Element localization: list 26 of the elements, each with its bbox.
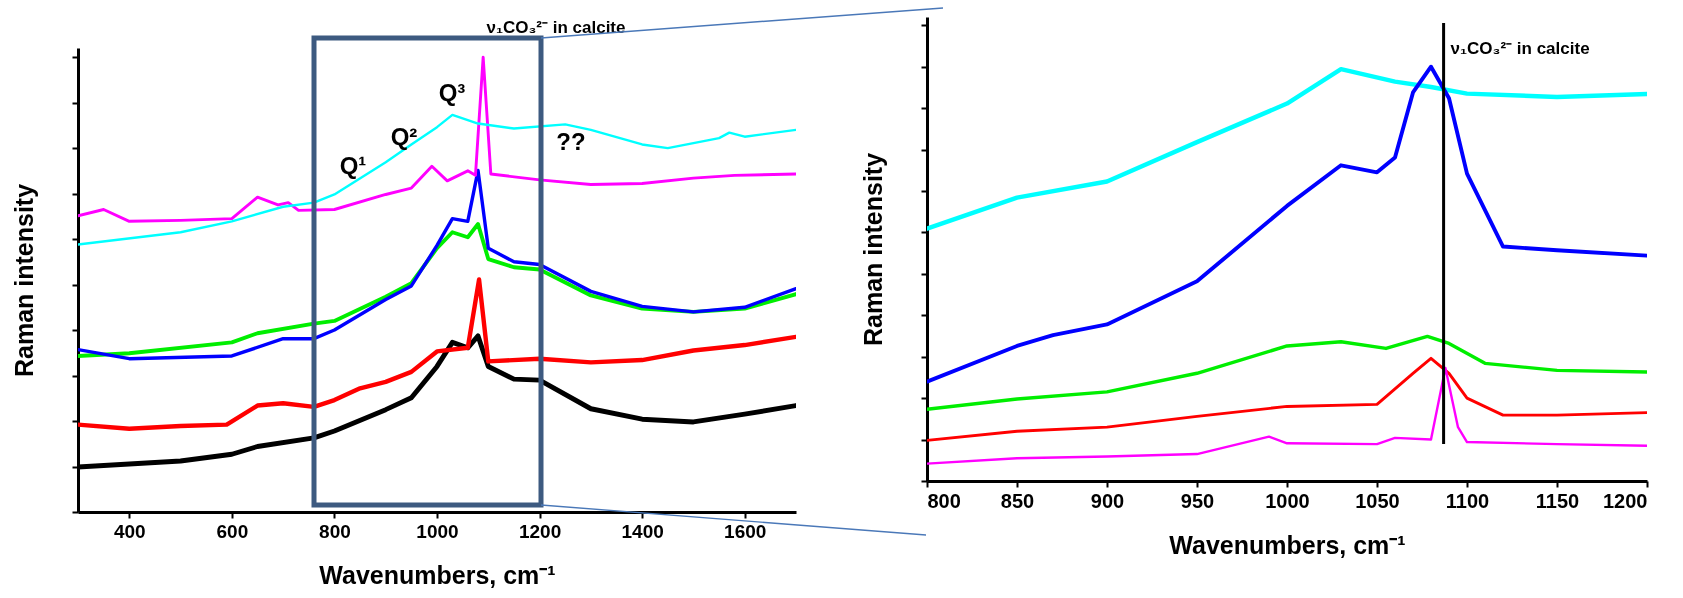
x-axis-title: Wavenumbers, cm⁻¹ [319,560,556,589]
x-axis-title: Wavenumbers, cm⁻¹ [1169,530,1406,559]
x-tick-label: 1400 [621,520,664,542]
x-tick-label: 400 [113,520,146,542]
x-tick-label: 800 [927,489,961,512]
y-axis-title: Raman intensity [858,152,887,347]
x-tick-label: 1150 [1535,489,1580,512]
x-tick-label: 1100 [1445,489,1490,512]
x-tick-label: 850 [1000,489,1035,512]
x-tick-label: 950 [1180,489,1215,512]
annotation: ?? [556,128,586,155]
annotation: Q² [390,123,418,150]
y-axis-title: Raman intensity [9,183,38,378]
annotation: Q¹ [339,152,367,179]
annotation: Q³ [438,79,466,106]
ref-line-label: ν₁CO₃²⁻ in calcite [1450,39,1590,58]
text: ν₁CO₃²⁻ in calcite [486,18,626,37]
x-tick-label: 1000 [416,520,459,542]
x-tick-label: 800 [319,520,351,542]
x-tick-label: 1000 [1265,489,1310,512]
x-tick-label: 1600 [724,520,767,542]
x-tick-label: 900 [1090,489,1125,512]
x-tick-label: 1200 [1603,489,1648,512]
x-tick-label: 1050 [1355,489,1400,512]
x-tick-label: 600 [216,520,249,542]
x-tick-label: 1200 [518,520,562,542]
